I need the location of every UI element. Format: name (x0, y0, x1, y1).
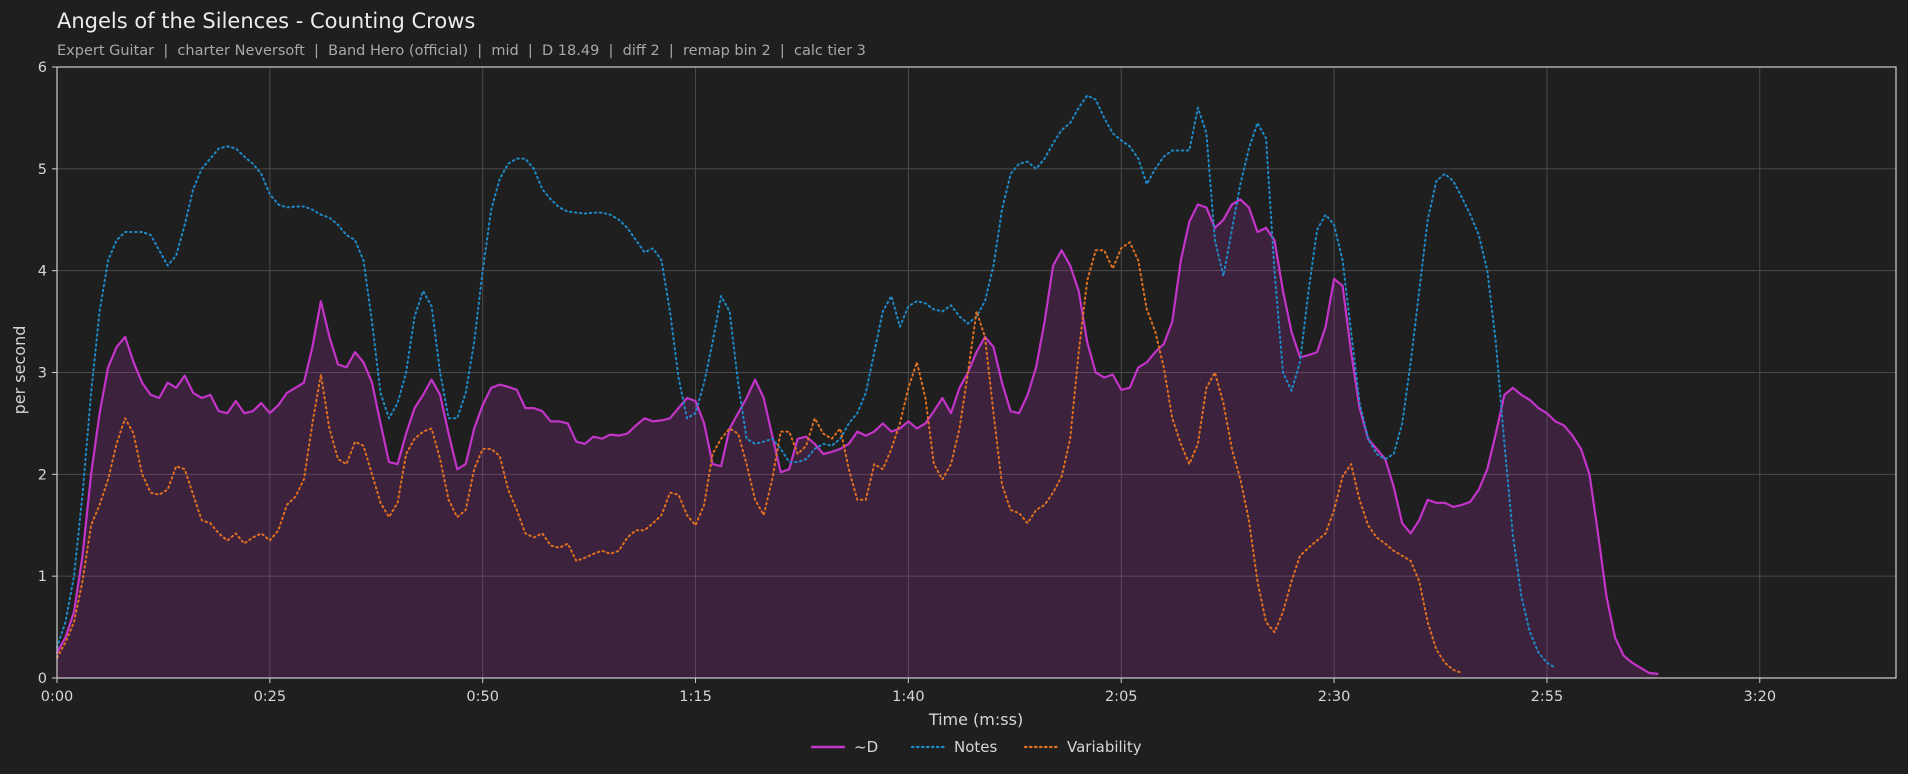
legend: ~D Notes Variability (810, 738, 1142, 756)
chart-title: Angels of the Silences - Counting Crows (57, 9, 475, 33)
series-line-notes (56, 94, 1557, 669)
area-fills (57, 199, 1658, 678)
x-tick-label: 1:15 (679, 689, 712, 705)
y-tick-label: 2 (38, 467, 47, 483)
y-tick-label: 6 (38, 60, 47, 76)
x-tick-label: 0:00 (41, 689, 74, 705)
x-tick-label: 1:40 (892, 689, 925, 705)
legend-label-d: ~D (854, 738, 878, 756)
y-tick-label: 1 (38, 569, 47, 585)
x-axis-label: Time (m:ss) (928, 710, 1023, 729)
x-tick-label: 3:20 (1743, 689, 1776, 705)
x-tick-label: 0:25 (254, 689, 287, 705)
y-tick-label: 3 (38, 366, 47, 382)
y-tick-label: 4 (38, 264, 47, 280)
x-tick-label: 2:55 (1531, 689, 1564, 705)
grid (57, 67, 1896, 678)
x-tick-label: 2:30 (1318, 689, 1351, 705)
legend-label-notes: Notes (954, 738, 998, 756)
series-lines (55, 94, 1659, 675)
y-tick-label: 0 (38, 671, 47, 687)
y-tick-label: 5 (38, 162, 47, 178)
x-tick-label: 0:50 (466, 689, 499, 705)
series-line-d (55, 198, 1659, 675)
y-axis-label: per second (10, 326, 29, 415)
chart-subtitle: Expert Guitar | charter Neversoft | Band… (57, 43, 866, 59)
axes: 0 1 2 3 4 5 6 0:00 0:25 0:50 1:15 1:40 2:05 2:30 2:55 3… (38, 60, 1897, 705)
x-tick-label: 2:05 (1105, 689, 1138, 705)
series-area-d (57, 199, 1658, 678)
series-line-variability (56, 241, 1463, 674)
legend-label-variability: Variability (1067, 738, 1142, 756)
